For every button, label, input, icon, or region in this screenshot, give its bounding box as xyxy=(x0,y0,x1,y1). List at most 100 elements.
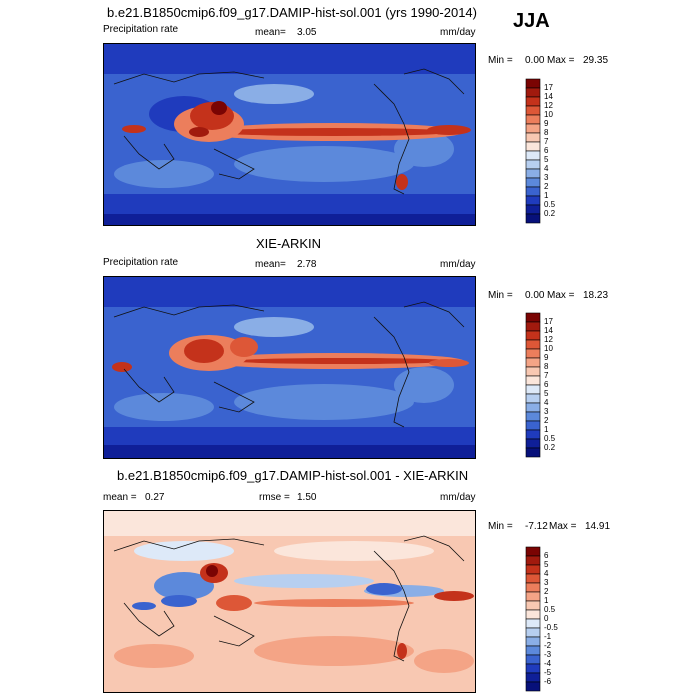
colorbar-swatch xyxy=(525,168,541,179)
colorbar-swatch xyxy=(525,654,541,665)
colorbar-swatch xyxy=(525,177,541,188)
panel3-rmse-label: rmse = xyxy=(259,492,290,503)
colorbar-swatch xyxy=(525,204,541,215)
colorbar-swatch xyxy=(525,438,541,449)
colorbar-tick-label: 5 xyxy=(544,155,549,164)
colorbar-swatch xyxy=(525,213,541,224)
colorbar-tick-label: 8 xyxy=(544,362,549,371)
colorbar-tick-label: 1 xyxy=(544,425,549,434)
panel2-map-field xyxy=(104,277,475,458)
colorbar-swatches xyxy=(525,78,541,224)
panel2-mean-value: 2.78 xyxy=(297,259,317,270)
panel3-max-value: 14.91 xyxy=(585,521,611,532)
panel1-min-value: 0.00 xyxy=(525,55,545,66)
colorbar-swatch xyxy=(525,573,541,584)
colorbar-swatch xyxy=(525,348,541,359)
colorbar-tick-label: 2 xyxy=(544,182,549,191)
colorbar-tick-label: 9 xyxy=(544,119,549,128)
panel1-mean-label: mean= xyxy=(255,27,286,38)
colorbar-swatch xyxy=(525,132,541,143)
colorbar-tick-label: 5 xyxy=(544,389,549,398)
colorbar-tick-label: 6 xyxy=(544,146,549,155)
panel3-mean-value: 0.27 xyxy=(145,492,165,503)
colorbar-swatches xyxy=(525,546,541,692)
colorbar-tick-label: -4 xyxy=(544,659,552,668)
colorbar-swatch xyxy=(525,564,541,575)
panel1-variable-label: Precipitation rate xyxy=(103,24,179,35)
colorbar-tick-label: 0.2 xyxy=(544,209,556,218)
colorbar-swatch xyxy=(525,159,541,170)
colorbar-swatch xyxy=(525,366,541,377)
colorbar-tick-label: 4 xyxy=(544,164,549,173)
colorbar-tick-label: 8 xyxy=(544,128,549,137)
colorbar-swatch xyxy=(525,402,541,413)
colorbar-tick-label: 12 xyxy=(544,335,553,344)
colorbar-tick-label: -5 xyxy=(544,668,552,677)
colorbar-swatch xyxy=(525,645,541,656)
colorbar-swatch xyxy=(525,78,541,89)
colorbar-tick-label: 4 xyxy=(544,398,549,407)
colorbar-swatch xyxy=(525,681,541,692)
colorbar-tick-label: 7 xyxy=(544,137,549,146)
colorbar-swatch xyxy=(525,663,541,674)
panel2-min-value: 0.00 xyxy=(525,290,545,301)
panel2-map xyxy=(103,276,476,459)
panel2-mean-label: mean= xyxy=(255,259,286,270)
panel3-max-label: Max = xyxy=(549,521,577,532)
colorbar-tick-label: 0.5 xyxy=(544,434,556,443)
colorbar-tick-label: -6 xyxy=(544,677,552,686)
colorbar-tick-label: 1 xyxy=(544,191,549,200)
colorbar-swatch xyxy=(525,105,541,116)
colorbar-swatch xyxy=(525,141,541,152)
panel2-title: XIE-ARKIN xyxy=(256,236,322,251)
colorbar-tick-label: -3 xyxy=(544,650,552,659)
colorbar-tick-label: 4 xyxy=(544,569,549,578)
colorbar-tick-label: 0.2 xyxy=(544,443,556,452)
colorbar-swatch xyxy=(525,195,541,206)
panel2-max-label: Max = xyxy=(547,290,575,301)
colorbar-tick-label: 3 xyxy=(544,407,549,416)
colorbar-tick-label: 7 xyxy=(544,371,549,380)
colorbar-tick-label: -1 xyxy=(544,632,552,641)
colorbar-tick-label: 17 xyxy=(544,83,553,92)
colorbar-tick-label: 2 xyxy=(544,587,549,596)
colorbar-swatch xyxy=(525,393,541,404)
colorbar-tick-label: 3 xyxy=(544,173,549,182)
colorbar-swatch xyxy=(525,87,541,98)
panel1-units: mm/day xyxy=(440,27,476,38)
colorbar-swatch xyxy=(525,609,541,620)
colorbar-swatch xyxy=(525,186,541,197)
colorbar-tick-label: 2 xyxy=(544,416,549,425)
colorbar-swatch xyxy=(525,96,541,107)
colorbar-swatch xyxy=(525,411,541,422)
colorbar-swatch xyxy=(525,591,541,602)
colorbar-tick-label: 1 xyxy=(544,596,549,605)
colorbar-swatch xyxy=(525,600,541,611)
panel3-units: mm/day xyxy=(440,492,476,503)
colorbar-swatch xyxy=(525,627,541,638)
panel1-title: b.e21.B1850cmip6.f09_g17.DAMIP-hist-sol.… xyxy=(107,5,477,20)
panel2-colorbar: 17 14 12 10 9 8 7 6 5 4 3 2 1 0.5 0.2 xyxy=(525,312,585,458)
colorbar-swatch xyxy=(525,429,541,440)
colorbar-tick-label: 9 xyxy=(544,353,549,362)
colorbar-swatch xyxy=(525,555,541,566)
colorbar-tick-label: -0.5 xyxy=(544,623,558,632)
colorbar-swatch xyxy=(525,123,541,134)
panel1-colorbar: 17 14 12 10 9 8 7 6 5 4 3 2 1 0.5 0.2 xyxy=(525,78,585,224)
panel1-max-value: 29.35 xyxy=(583,55,609,66)
panel3-mean-label: mean = xyxy=(103,492,137,503)
panel2-max-value: 18.23 xyxy=(583,290,609,301)
colorbar-swatch xyxy=(525,321,541,332)
colorbar-swatch xyxy=(525,672,541,683)
colorbar-tick-label: 6 xyxy=(544,380,549,389)
colorbar-tick-label: 17 xyxy=(544,317,553,326)
panel1-map-field xyxy=(104,44,475,225)
colorbar-tick-label: 14 xyxy=(544,326,553,335)
panel3-map-field xyxy=(104,511,475,692)
colorbar-tick-label: 5 xyxy=(544,560,549,569)
panel1-min-label: Min = xyxy=(488,55,513,66)
colorbar-swatch xyxy=(525,150,541,161)
panel2-variable-label: Precipitation rate xyxy=(103,257,179,268)
colorbar-swatch xyxy=(525,582,541,593)
colorbar-swatch xyxy=(525,384,541,395)
